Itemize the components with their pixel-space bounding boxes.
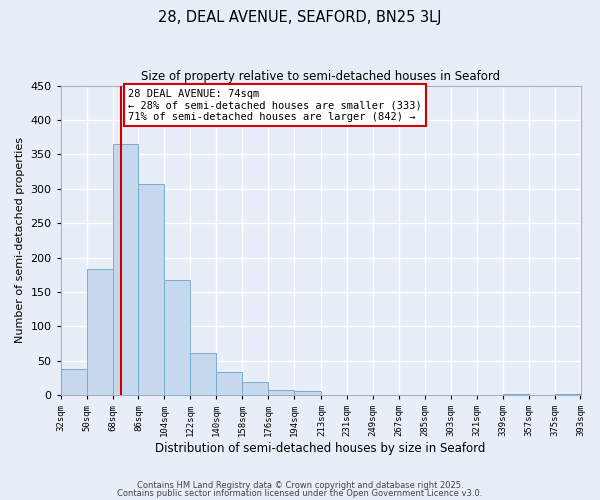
Bar	[294, 391, 322, 395]
Bar	[503, 394, 529, 395]
Bar	[554, 394, 581, 395]
Bar	[242, 382, 268, 395]
Text: 28, DEAL AVENUE, SEAFORD, BN25 3LJ: 28, DEAL AVENUE, SEAFORD, BN25 3LJ	[158, 10, 442, 25]
Title: Size of property relative to semi-detached houses in Seaford: Size of property relative to semi-detach…	[141, 70, 500, 83]
Bar	[139, 184, 164, 395]
Text: Contains HM Land Registry data © Crown copyright and database right 2025.: Contains HM Land Registry data © Crown c…	[137, 481, 463, 490]
Y-axis label: Number of semi-detached properties: Number of semi-detached properties	[15, 138, 25, 344]
Bar	[268, 390, 294, 395]
Bar	[216, 372, 242, 395]
Bar	[61, 369, 86, 395]
Bar	[190, 353, 216, 395]
Text: 28 DEAL AVENUE: 74sqm
← 28% of semi-detached houses are smaller (333)
71% of sem: 28 DEAL AVENUE: 74sqm ← 28% of semi-deta…	[128, 88, 422, 122]
Bar	[86, 270, 113, 395]
Text: Contains public sector information licensed under the Open Government Licence v3: Contains public sector information licen…	[118, 488, 482, 498]
X-axis label: Distribution of semi-detached houses by size in Seaford: Distribution of semi-detached houses by …	[155, 442, 486, 455]
Bar	[113, 144, 139, 395]
Bar	[164, 280, 190, 395]
